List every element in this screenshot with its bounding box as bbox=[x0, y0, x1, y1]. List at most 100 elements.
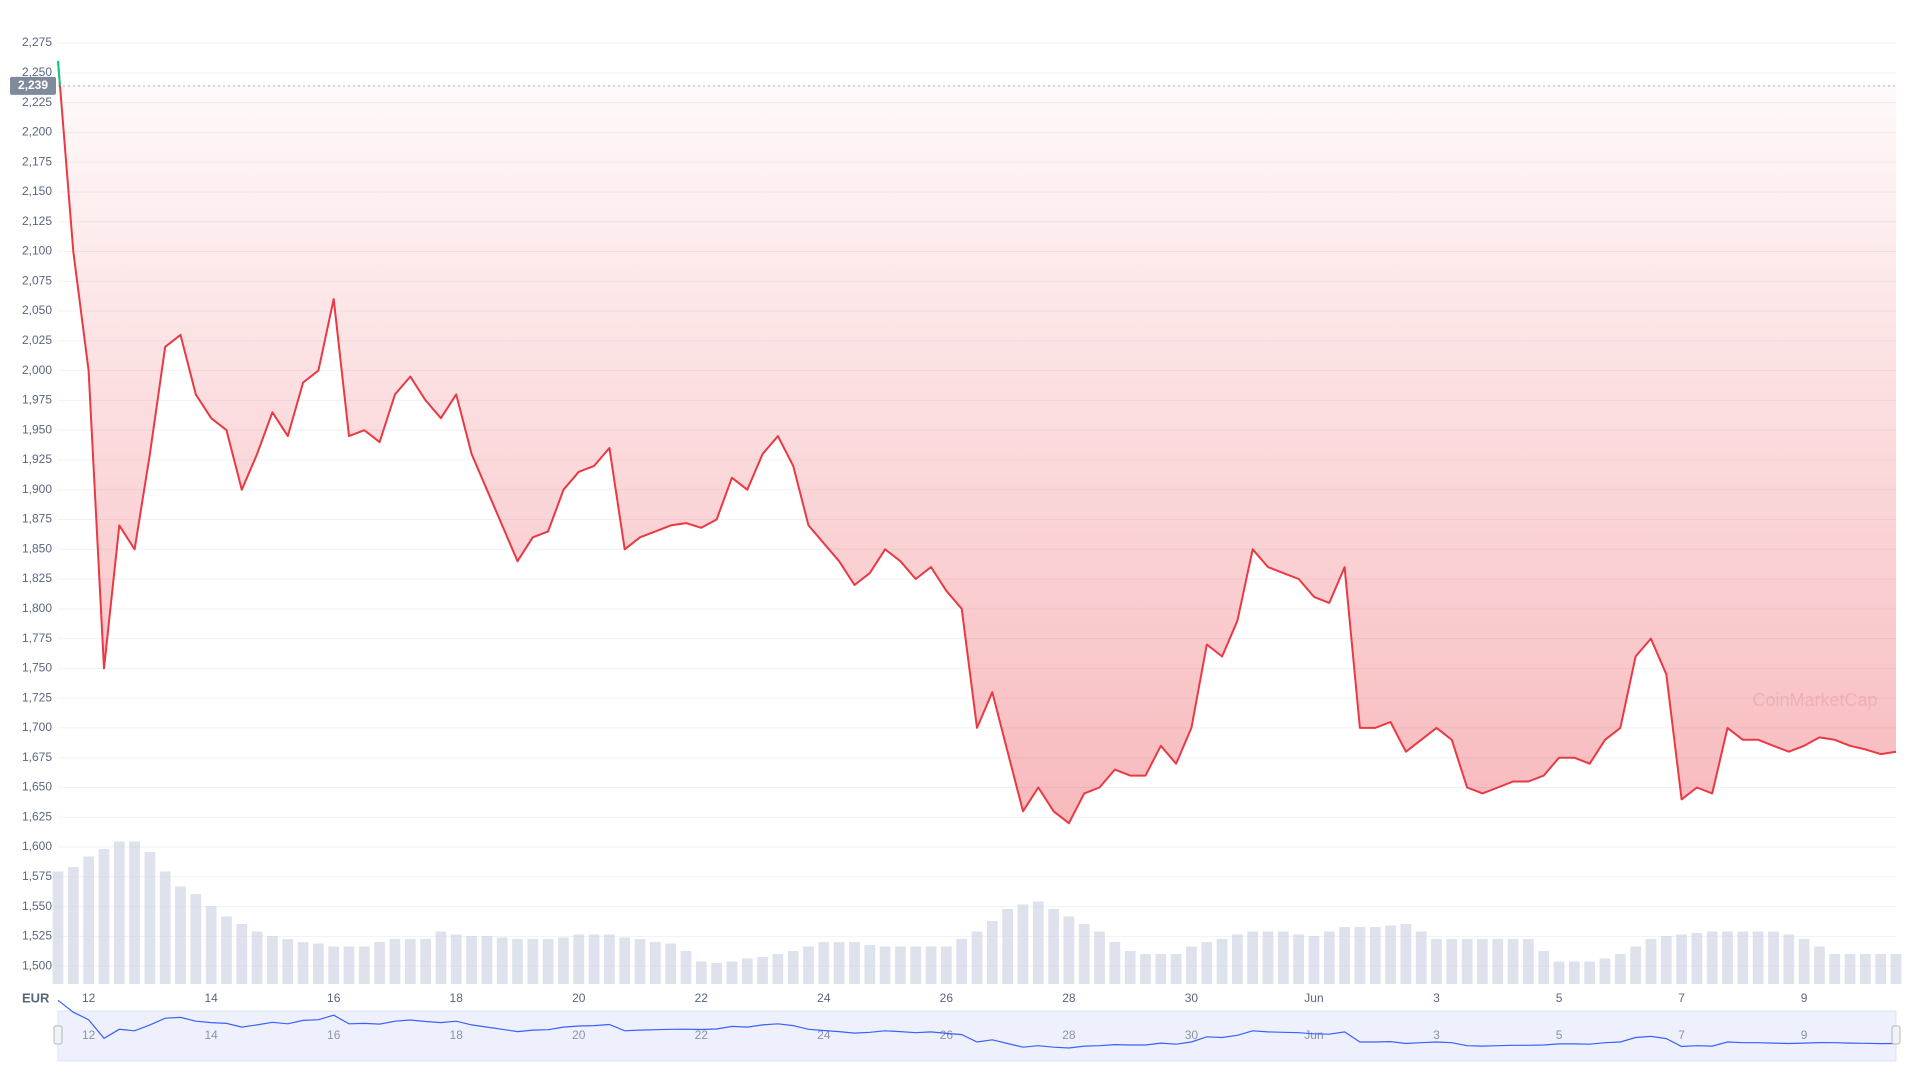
volume-bar bbox=[573, 934, 585, 984]
volume-bar bbox=[542, 939, 554, 984]
volume-bar bbox=[971, 931, 983, 984]
volume-bar bbox=[956, 939, 968, 984]
volume-bar bbox=[1660, 936, 1672, 984]
x-tick-label: 9 bbox=[1801, 991, 1808, 1005]
volume-bar bbox=[1277, 931, 1289, 984]
volume-bar bbox=[665, 943, 677, 984]
x-tick-label: 24 bbox=[817, 991, 831, 1005]
y-tick-label: 1,800 bbox=[22, 601, 52, 615]
y-tick-label: 1,925 bbox=[22, 452, 52, 466]
navigator-label: 24 bbox=[817, 1028, 831, 1042]
navigator-content: 12 14 16 18 20 22 24 26 28 30 Jun 3 5 7 9 bbox=[53, 999, 1901, 1049]
y-tick-label: 2,000 bbox=[22, 363, 52, 377]
volume-bar bbox=[1860, 954, 1871, 984]
volume-bar bbox=[849, 942, 860, 984]
volume-bar bbox=[1339, 927, 1350, 984]
volume-bar bbox=[588, 934, 600, 984]
x-tick-label: 28 bbox=[1062, 991, 1076, 1005]
volume-bar bbox=[389, 939, 401, 984]
volume-bar bbox=[1676, 934, 1687, 984]
volume-bar bbox=[190, 894, 202, 984]
navigator-label: 26 bbox=[940, 1028, 954, 1042]
volume-bar bbox=[358, 946, 370, 984]
volume-bar bbox=[1385, 925, 1396, 984]
volume-bar bbox=[818, 942, 830, 984]
x-tick-label: 18 bbox=[450, 991, 464, 1005]
volume-bar bbox=[1492, 939, 1504, 984]
volume-bar bbox=[1109, 942, 1121, 984]
x-tick-label: 7 bbox=[1678, 991, 1685, 1005]
volume-bar bbox=[175, 886, 186, 984]
navigator-label: 9 bbox=[1801, 1028, 1808, 1042]
volume-bar bbox=[450, 934, 462, 984]
x-tick-label: 30 bbox=[1185, 991, 1199, 1005]
volume-bar bbox=[129, 841, 140, 984]
volume-bar bbox=[267, 936, 278, 984]
y-tick-label: 1,500 bbox=[22, 958, 52, 972]
y-tick-label: 2,250 bbox=[22, 65, 52, 79]
volume-bar bbox=[1048, 909, 1059, 984]
volume-bar bbox=[313, 943, 324, 984]
y-tick-label: 1,525 bbox=[22, 929, 52, 943]
volume-bar bbox=[757, 957, 768, 984]
volume-bar bbox=[1768, 931, 1779, 984]
volume-bar bbox=[1829, 954, 1841, 984]
navigator-label: 28 bbox=[1062, 1028, 1076, 1042]
lines: 2,239 bbox=[10, 60, 1897, 825]
volume-bar bbox=[649, 942, 661, 984]
volume-bar bbox=[619, 937, 631, 984]
volume-bar bbox=[420, 939, 431, 984]
volume-bar bbox=[297, 942, 309, 984]
x-tick-label: Jun bbox=[1304, 991, 1323, 1005]
volume-bar bbox=[1308, 936, 1320, 984]
y-tick-label: 2,225 bbox=[22, 95, 52, 109]
volume-bar bbox=[1844, 954, 1856, 984]
volume-bar bbox=[1094, 931, 1105, 984]
y-tick-label: 2,125 bbox=[22, 214, 52, 228]
volume-bar bbox=[1232, 934, 1243, 984]
volume-bar bbox=[1538, 951, 1550, 984]
volume-bar bbox=[680, 951, 692, 984]
volume-bar bbox=[1017, 904, 1029, 984]
volume-bar bbox=[1783, 934, 1795, 984]
volume-bar bbox=[941, 946, 952, 984]
volume-bar bbox=[205, 906, 217, 984]
volume-bar bbox=[144, 852, 156, 984]
current-price-label: 2,239 bbox=[18, 78, 48, 92]
volume-bar bbox=[343, 946, 355, 984]
y-tick-label: 1,950 bbox=[22, 422, 52, 436]
y-tick-label: 2,075 bbox=[22, 273, 52, 287]
volume-bar bbox=[1461, 939, 1473, 984]
volume-bar bbox=[1446, 939, 1458, 984]
x-tick-label: 20 bbox=[572, 991, 586, 1005]
volume-bar bbox=[1553, 961, 1565, 984]
volume-bar bbox=[1293, 934, 1305, 984]
volume-bar bbox=[1890, 954, 1902, 984]
navigator-label: 18 bbox=[450, 1028, 464, 1042]
y-tick-label: 1,550 bbox=[22, 899, 52, 913]
y-tick-label: 1,700 bbox=[22, 720, 52, 734]
volume-bar bbox=[481, 936, 493, 984]
volume-bar bbox=[1645, 939, 1657, 984]
volume-bar bbox=[466, 936, 477, 984]
volume-bar bbox=[1155, 954, 1167, 984]
x-tick-label: 5 bbox=[1556, 991, 1563, 1005]
price-area bbox=[58, 60, 1896, 824]
volume-bar bbox=[711, 963, 722, 984]
volume-bar bbox=[251, 931, 263, 984]
navigator-label: 12 bbox=[82, 1028, 96, 1042]
volume-bar bbox=[1737, 931, 1749, 984]
volume-bar bbox=[1722, 931, 1733, 984]
volume-bar bbox=[1124, 951, 1136, 984]
y-tick-label: 1,975 bbox=[22, 393, 52, 407]
y-tick-label: 1,600 bbox=[22, 839, 52, 853]
volume-bar bbox=[221, 916, 232, 984]
volume-bar bbox=[1063, 916, 1075, 984]
navigator-label: 7 bbox=[1678, 1028, 1685, 1042]
navigator-label: 30 bbox=[1185, 1028, 1199, 1042]
volume-bar bbox=[1875, 954, 1887, 984]
volume-bars bbox=[52, 841, 1902, 984]
navigator[interactable] bbox=[57, 1010, 1897, 1062]
volume-bar bbox=[772, 954, 784, 984]
